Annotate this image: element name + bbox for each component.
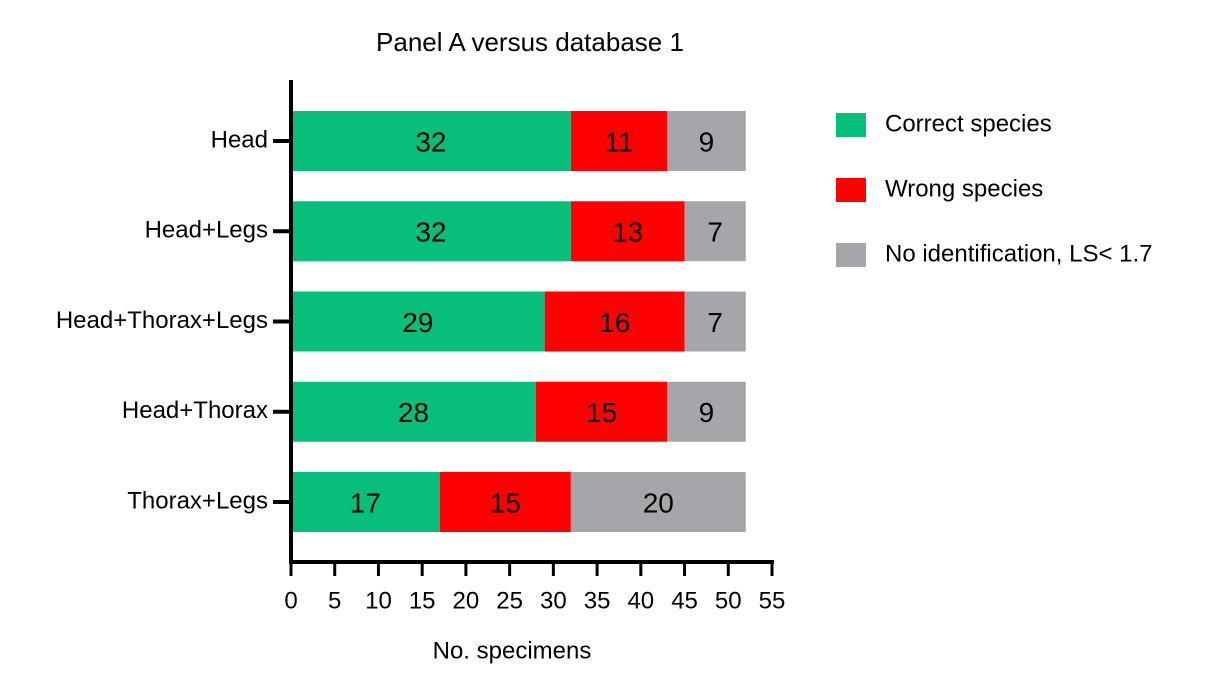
bar-segment	[684, 201, 746, 262]
x-tick-label: 25	[496, 587, 523, 614]
bar-segment	[291, 472, 440, 532]
bar-segment	[570, 201, 685, 262]
legend-swatch	[836, 243, 866, 267]
legend-swatch	[836, 113, 866, 137]
data-label: 17	[350, 487, 381, 518]
data-label: 9	[699, 126, 715, 157]
bar-segment	[570, 111, 668, 171]
x-tick-label: 15	[409, 587, 436, 614]
bar-segment	[291, 111, 571, 171]
data-label: 20	[643, 487, 674, 518]
data-label: 32	[415, 126, 446, 157]
data-label: 15	[490, 487, 521, 518]
x-tick-label: 0	[284, 587, 297, 614]
x-tick-label: 35	[584, 587, 611, 614]
bar-segment	[535, 381, 668, 442]
bar-segment	[291, 201, 571, 262]
x-tick-label: 50	[715, 587, 742, 614]
bar-segment	[439, 472, 571, 532]
data-label: 7	[707, 307, 723, 338]
data-label: 28	[398, 397, 429, 428]
data-label: 11	[604, 126, 633, 157]
data-label: 29	[402, 307, 433, 338]
data-label: 32	[415, 217, 446, 248]
x-tick-label: 5	[328, 587, 341, 614]
legend-label: Wrong species	[885, 175, 1043, 202]
bar-segment	[667, 111, 746, 171]
x-tick-label: 40	[627, 587, 654, 614]
x-tick-label: 10	[365, 587, 392, 614]
bar-segment	[667, 381, 746, 442]
bar-segment	[570, 472, 746, 532]
chart-title: Panel A versus database 1	[376, 27, 684, 57]
data-label: 9	[699, 397, 715, 428]
y-tick-label: Head	[211, 126, 268, 153]
bar-segment	[291, 291, 545, 352]
bar-segment	[291, 381, 536, 442]
x-tick-label: 30	[540, 587, 567, 614]
x-tick-label: 20	[453, 587, 480, 614]
y-tick-label: Head+Legs	[145, 217, 268, 244]
legend-label: Correct species	[885, 110, 1052, 137]
x-axis-label: No. specimens	[433, 637, 592, 664]
y-tick-label: Thorax+Legs	[127, 487, 268, 514]
x-tick-label: 55	[759, 587, 786, 614]
y-tick-label: Head+Thorax+Legs	[56, 307, 268, 334]
y-tick-label: Head+Thorax	[122, 397, 268, 424]
legend-label: No identification, LS< 1.7	[885, 240, 1153, 267]
x-tick-label: 45	[671, 587, 698, 614]
data-label: 16	[599, 307, 630, 338]
data-label: 7	[707, 217, 723, 248]
legend-swatch	[836, 178, 866, 202]
data-label: 13	[612, 217, 643, 248]
bar-segment	[684, 291, 746, 352]
bar-segment	[544, 291, 685, 352]
data-label: 15	[586, 397, 617, 428]
